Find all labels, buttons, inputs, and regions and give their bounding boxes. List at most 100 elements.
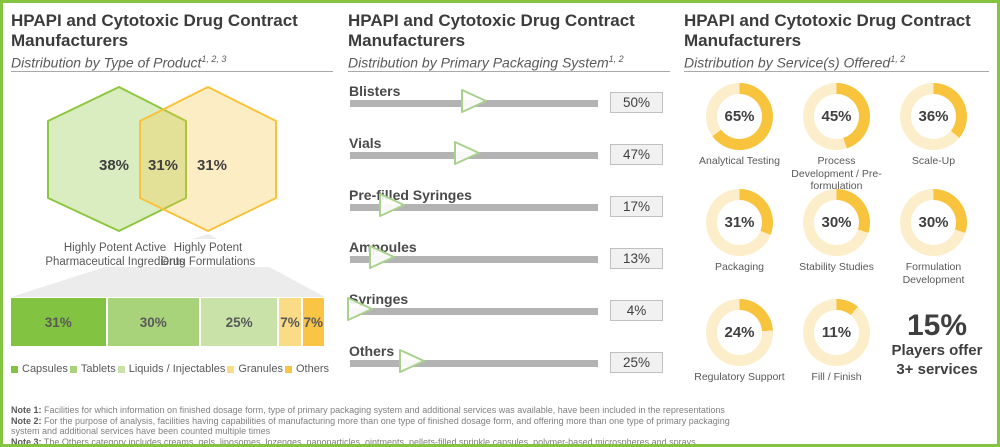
- donut-ring: 30%: [803, 189, 870, 256]
- slider-track[interactable]: [350, 360, 598, 367]
- panel-product-title: HPAPI and Cytotoxic Drug Contract Manufa…: [11, 11, 298, 51]
- legend-item-granules: Granules: [227, 363, 283, 375]
- donut-value: 65%: [724, 108, 755, 125]
- donut-ring: 24%: [706, 299, 773, 366]
- donut-ring: 30%: [900, 189, 967, 256]
- slider-handle-triangle-icon[interactable]: [461, 89, 487, 113]
- donut-ring: 31%: [706, 189, 773, 256]
- venn-overlap-value: 31%: [148, 157, 178, 174]
- donut-label: Analytical Testing: [699, 155, 780, 167]
- legend-item-liquids-injectables: Liquids / Injectables: [117, 363, 226, 375]
- panel-packaging-divider: [348, 71, 670, 72]
- venn-right-value: 31%: [197, 157, 227, 174]
- donut-hole: [814, 94, 859, 139]
- slider-track[interactable]: [350, 308, 598, 315]
- donut-value: 36%: [918, 108, 949, 125]
- bar-segment-capsules: 31%: [11, 298, 106, 346]
- panel-product-subtitle-superscript: 1, 2, 3: [201, 53, 227, 64]
- panel-product-subtitle: Distribution by Type of Product1, 2, 3: [11, 54, 331, 71]
- legend-swatch-icon: [284, 365, 292, 373]
- product-stacked-bar: 31% 30% 25% 7% 7%: [11, 298, 324, 346]
- donut-ring: 65%: [706, 83, 773, 150]
- donut-hole: [911, 94, 956, 139]
- legend-label: Liquids / Injectables: [128, 363, 226, 375]
- donut-cell-regulatory-support: 24% Regulatory Support: [691, 299, 788, 399]
- slider-handle-triangle-icon[interactable]: [346, 297, 373, 321]
- product-bar-legend: Capsules Tablets Liquids / Injectables Gran…: [11, 361, 329, 377]
- donut-cell-scale-up: 36% Scale-Up: [885, 83, 982, 189]
- panel-packaging-title: HPAPI and Cytotoxic Drug Contract Manufa…: [348, 11, 635, 51]
- bar-segment-tablets: 30%: [107, 298, 200, 346]
- legend-label: Granules: [238, 363, 283, 375]
- legend-label: Capsules: [22, 363, 68, 375]
- services-highlight-line1: Players offer: [891, 342, 983, 359]
- venn-hexagon-chart: 38% 31% 31% Highly Potent Active Pharmac…: [11, 86, 325, 297]
- panel-product-header: HPAPI and Cytotoxic Drug Contract Manufa…: [11, 11, 331, 70]
- services-highlight: 15% Players offer 3+ services: [876, 309, 997, 380]
- slider-row-syringes: Syringes 4%: [346, 287, 670, 339]
- slider-row-ampoules: Ampoules 13%: [348, 235, 670, 287]
- donut-value: 45%: [821, 108, 852, 125]
- panel-services-subtitle: Distribution by Service(s) Offered1, 2: [684, 54, 989, 71]
- slider-label: Syringes: [349, 291, 409, 307]
- panel-packaging-subtitle-superscript: 1, 2: [608, 53, 624, 64]
- hexagon-hpapi: [47, 86, 187, 232]
- venn-right-label-line2: Drug Formulations: [161, 256, 256, 268]
- donut-label: Scale-Up: [911, 155, 956, 167]
- slider-handle-triangle-icon[interactable]: [453, 141, 480, 165]
- slider-value-box: 50%: [610, 92, 663, 113]
- slider-value-box: 13%: [610, 248, 663, 269]
- legend-item-tablets: Tablets: [69, 363, 116, 375]
- slider-handle-triangle-icon[interactable]: [399, 349, 425, 373]
- donut-label: Packaging: [714, 261, 765, 273]
- footnote-text: Facilities for which information on fini…: [41, 405, 725, 415]
- legend-swatch-icon: [11, 365, 18, 373]
- slider-value-box: 25%: [610, 352, 663, 373]
- donut-hole: [717, 94, 762, 139]
- donut-label: Regulatory Support: [694, 371, 785, 383]
- donut-label: Formulation Development: [902, 261, 965, 286]
- donut-value: 11%: [821, 324, 852, 341]
- donut-value: 30%: [821, 214, 852, 231]
- footnote-1: Note 1: Facilities for which information…: [11, 405, 756, 416]
- footnote-label: Note 3:: [11, 436, 42, 447]
- slider-value-box: 47%: [610, 144, 663, 165]
- footnote-label: Note 2:: [11, 415, 42, 426]
- slider-handle-triangle-icon[interactable]: [379, 193, 406, 217]
- panel-packaging-subtitle: Distribution by Primary Packaging System…: [348, 54, 668, 71]
- slider-row-blisters: Blisters 50%: [348, 79, 670, 131]
- panel-packaging-subtitle-text: Distribution by Primary Packaging System: [348, 54, 609, 71]
- donut-label: Fill / Finish: [811, 371, 862, 383]
- footnote-label: Note 1:: [11, 405, 42, 415]
- venn-left-label-line2: Pharmaceutical Ingredients: [45, 256, 185, 268]
- panel-product-subtitle-text: Distribution by Type of Product: [11, 54, 202, 71]
- slider-handle-triangle-icon[interactable]: [369, 245, 396, 269]
- slider-track[interactable]: [350, 256, 598, 263]
- bar-segment-granules: 7%: [279, 298, 301, 346]
- bar-segment-others: 7%: [302, 298, 324, 346]
- donut-hole: [717, 310, 762, 355]
- panel-services-header: HPAPI and Cytotoxic Drug Contract Manufa…: [684, 11, 989, 70]
- slider-row-pre-filled-syringes: Pre-filled Syringes 17%: [348, 183, 670, 235]
- donut-ring: 11%: [803, 299, 870, 366]
- footnote-2: Note 2: For the purpose of analysis, fac…: [11, 416, 756, 437]
- donut-cell-fill-finish: 11% Fill / Finish: [788, 299, 885, 399]
- panel-packaging-header: HPAPI and Cytotoxic Drug Contract Manufa…: [348, 11, 668, 70]
- slider-label: Others: [349, 343, 395, 359]
- panel-services-subtitle-superscript: 1, 2: [890, 53, 906, 64]
- footnote-3: Note 3: The Others category includes cre…: [11, 436, 756, 447]
- slider-track[interactable]: [350, 204, 598, 211]
- footnote-text: The Others category includes creams, gel…: [41, 436, 696, 447]
- donut-cell-process-development-pre-formulation: 45% Process Development / Pre-formulation: [788, 83, 885, 192]
- footnotes: Note 1: Facilities for which information…: [11, 405, 756, 447]
- slider-label: Vials: [349, 135, 382, 151]
- slider-label: Pre-filled Syringes: [349, 187, 472, 203]
- donut-hole: [814, 200, 859, 245]
- panel-product-divider: [11, 71, 333, 72]
- packaging-sliders: Blisters 50% Vials 47% Pre-filled Syringes 17…: [346, 79, 670, 391]
- slider-row-others: Others 25%: [348, 339, 670, 391]
- donut-ring: 36%: [900, 83, 967, 150]
- label-backplate-right: [144, 239, 272, 267]
- legend-swatch-icon: [117, 365, 125, 373]
